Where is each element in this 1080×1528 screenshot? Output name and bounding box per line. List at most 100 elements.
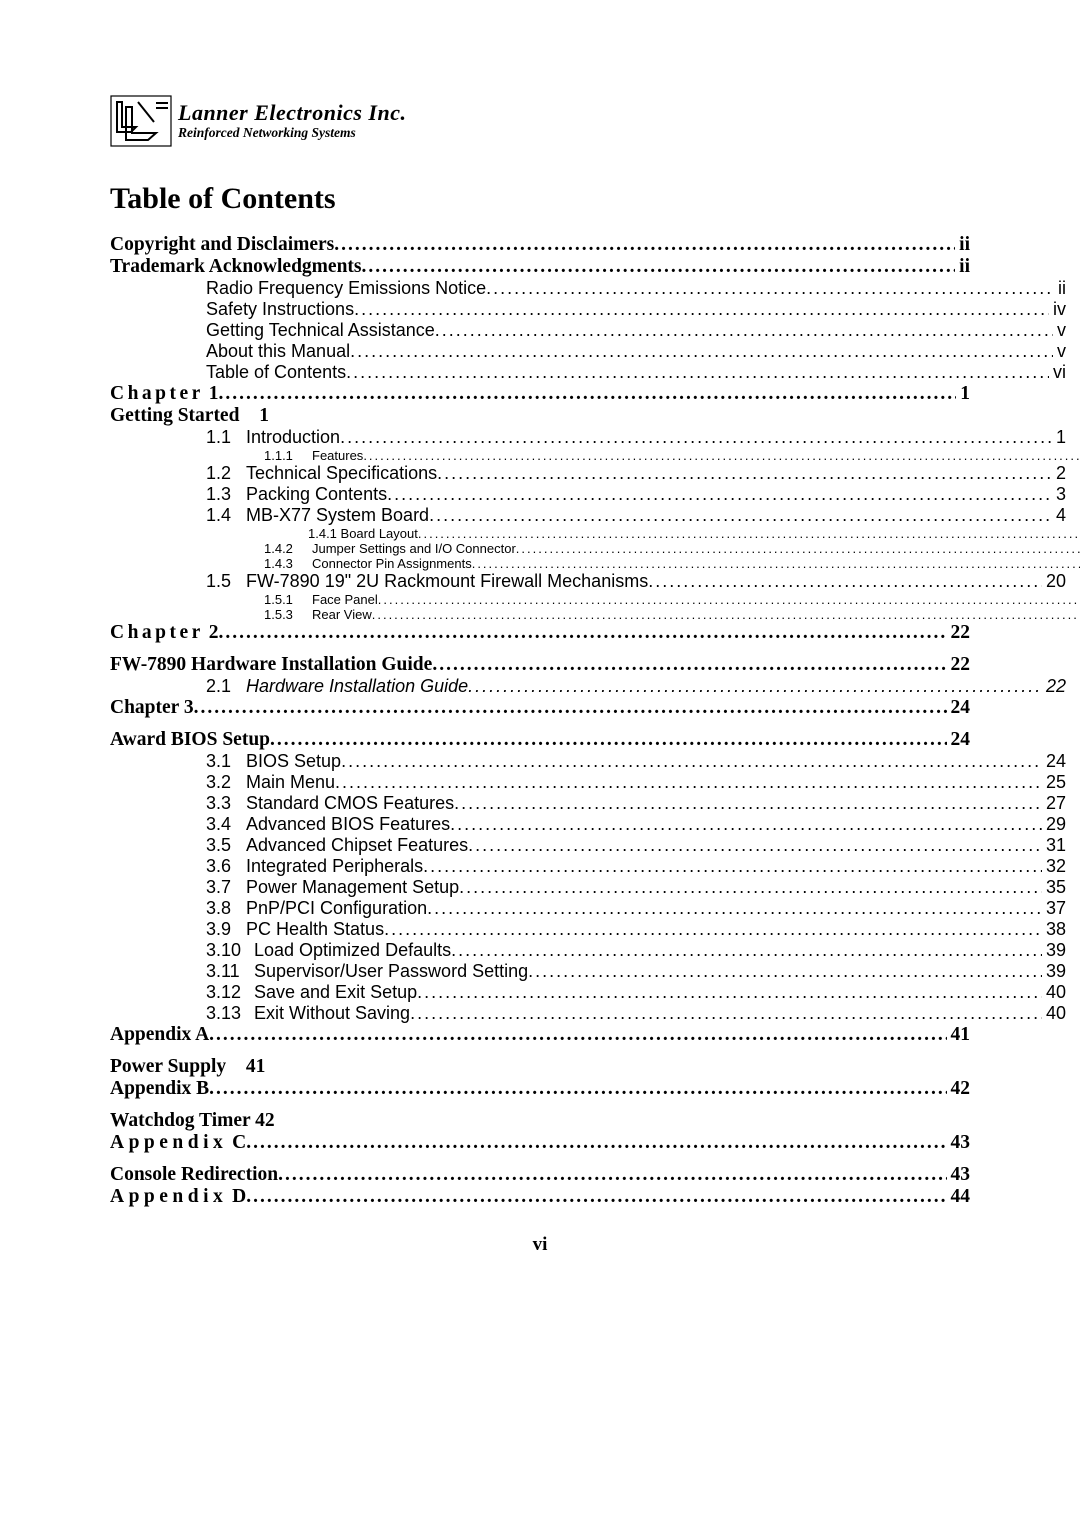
toc-entry-label: Safety Instructions: [206, 299, 354, 320]
toc-dot-leaders: [432, 654, 946, 676]
toc-dot-leaders: [429, 505, 1052, 526]
toc-entry: Appendix C 43: [110, 1132, 970, 1154]
toc-entry: 1.1.1Features 1: [110, 448, 1080, 463]
toc-entry-label: 1.5.3Rear View: [264, 607, 372, 622]
page-container: Lanner Electronics Inc. Reinforced Netwo…: [0, 0, 1080, 1306]
toc-entry-label: Copyright and Disclaimers: [110, 234, 334, 256]
toc-entry-label: Chapter 3: [110, 697, 194, 719]
toc-dot-leaders: [218, 622, 946, 644]
toc-dot-leaders: [472, 556, 1080, 571]
toc-entry-page: 29: [1042, 814, 1066, 835]
toc-entry: Appendix A 41: [110, 1024, 970, 1046]
toc-entry-label: 3.13Exit Without Saving: [206, 1003, 410, 1024]
toc-entry-label: Table of Contents: [206, 362, 346, 383]
toc-entry: 1.4.2Jumper Settings and I/O Connector 5: [110, 541, 1080, 556]
toc-entry-page: 39: [1042, 940, 1066, 961]
toc-entry: Getting Technical Assistance v: [110, 320, 1066, 341]
toc-entry-page: 4: [1052, 505, 1066, 526]
toc-entry-label: 3.2Main Menu: [206, 772, 335, 793]
toc-entry-label: 1.4.1 Board Layout: [308, 526, 418, 541]
toc-entry: 3.6Integrated Peripherals 32: [110, 856, 1066, 877]
toc-entry-page: 42: [947, 1078, 971, 1100]
toc-entry: Appendix D 44: [110, 1186, 970, 1208]
toc-dot-leaders: [209, 1024, 946, 1046]
toc-entry-page: ii: [1054, 278, 1066, 299]
toc-entry-label: 3.12Save and Exit Setup: [206, 982, 417, 1003]
brand-header: Lanner Electronics Inc. Reinforced Netwo…: [110, 95, 970, 147]
toc-entry-page: 40: [1042, 1003, 1066, 1024]
toc-dot-leaders: [350, 341, 1053, 362]
toc-entry-page: 25: [1042, 772, 1066, 793]
toc-entry-label: 3.6Integrated Peripherals: [206, 856, 423, 877]
toc-dot-leaders: [459, 877, 1042, 898]
toc-entry-page: 22: [947, 654, 971, 676]
toc-entry-label: 1.1.1Features: [264, 448, 363, 463]
lanner-logo-icon: [110, 95, 172, 147]
toc-entry: 3.2Main Menu 25: [110, 772, 1066, 793]
toc-entry-page: vi: [1049, 362, 1066, 383]
toc-entry-label: Radio Frequency Emissions Notice: [206, 278, 486, 299]
toc-entry-page: 3: [1052, 484, 1066, 505]
toc-entry-page: 24: [947, 697, 971, 719]
toc-entry: Chapter 3 24: [110, 697, 970, 719]
toc-entry: Getting Started 1: [110, 405, 970, 427]
toc-entry: Radio Frequency Emissions Notice ii: [110, 278, 1066, 299]
toc-entry-label: About this Manual: [206, 341, 350, 362]
toc-entry-label: 3.1BIOS Setup: [206, 751, 341, 772]
toc-entry: 2.1Hardware Installation Guide 22: [110, 676, 1066, 697]
toc-entry-label: 3.3Standard CMOS Features: [206, 793, 454, 814]
toc-entry-label: Appendix B: [110, 1078, 209, 1100]
toc-entry-label: 2.1Hardware Installation Guide: [206, 676, 468, 697]
toc-entry-page: 32: [1042, 856, 1066, 877]
toc-entry-label: Chapter 2: [110, 622, 218, 644]
toc-entry-label: Power Supply 41: [110, 1056, 265, 1078]
toc-entry-label: 3.9PC Health Status: [206, 919, 384, 940]
toc-entry: Console Redirection 43: [110, 1164, 970, 1186]
toc-dot-leaders: [468, 676, 1042, 697]
toc-dot-leaders: [246, 1132, 946, 1154]
toc-entry-label: Watchdog Timer 42: [110, 1110, 275, 1132]
toc-entry-label: Getting Technical Assistance: [206, 320, 435, 341]
toc-entry-label: 1.4MB-X77 System Board: [206, 505, 429, 526]
toc-entry: 1.5.3Rear View 21: [110, 607, 1080, 622]
toc-entry-label: Console Redirection: [110, 1164, 278, 1186]
toc-dot-leaders: [372, 607, 1080, 622]
toc-entry-page: 2: [1052, 463, 1066, 484]
toc-entry-label: 3.5Advanced Chipset Features: [206, 835, 468, 856]
toc-entry-label: 3.8PnP/PCI Configuration: [206, 898, 427, 919]
toc-entry: Trademark Acknowledgments ii: [110, 256, 970, 278]
toc-entry: 3.11Supervisor/User Password Setting 39: [110, 961, 1066, 982]
toc-entry-page: 22: [947, 622, 971, 644]
toc-dot-leaders: [454, 793, 1042, 814]
toc-dot-leaders: [435, 320, 1053, 341]
toc-entry: Award BIOS Setup 24: [110, 729, 970, 751]
toc-entry-page: ii: [955, 234, 970, 256]
toc-entry-page: 44: [947, 1186, 971, 1208]
toc-entry-label: 3.10Load Optimized Defaults: [206, 940, 451, 961]
toc-title: Table of Contents: [110, 182, 970, 216]
toc-entry-page: 22: [1042, 676, 1066, 697]
toc-entry-label: 3.4Advanced BIOS Features: [206, 814, 450, 835]
toc-entry: 3.1BIOS Setup 24: [110, 751, 1066, 772]
toc-list: Copyright and Disclaimers iiTrademark Ac…: [110, 234, 970, 1208]
toc-entry: 1.2Technical Specifications 2: [110, 463, 1066, 484]
toc-entry-label: FW-7890 Hardware Installation Guide: [110, 654, 432, 676]
toc-entry-label: 1.4.3Connector Pin Assignments: [264, 556, 472, 571]
toc-entry-page: 24: [947, 729, 971, 751]
toc-dot-leaders: [340, 427, 1052, 448]
toc-dot-leaders: [341, 751, 1042, 772]
toc-entry-label: 1.3Packing Contents: [206, 484, 387, 505]
toc-dot-leaders: [418, 526, 1080, 541]
toc-entry-page: v: [1053, 320, 1066, 341]
toc-entry: 3.7Power Management Setup 35: [110, 877, 1066, 898]
toc-entry-label: Appendix A: [110, 1024, 209, 1046]
toc-dot-leaders: [450, 814, 1042, 835]
toc-dot-leaders: [354, 299, 1049, 320]
toc-dot-leaders: [648, 571, 1042, 592]
toc-entry-label: 1.4.2Jumper Settings and I/O Connector: [264, 541, 516, 556]
toc-entry: Chapter 1 1: [110, 383, 970, 405]
toc-entry-page: 38: [1042, 919, 1066, 940]
toc-dot-leaders: [516, 541, 1080, 556]
toc-entry-page: iv: [1049, 299, 1066, 320]
toc-dot-leaders: [437, 463, 1052, 484]
